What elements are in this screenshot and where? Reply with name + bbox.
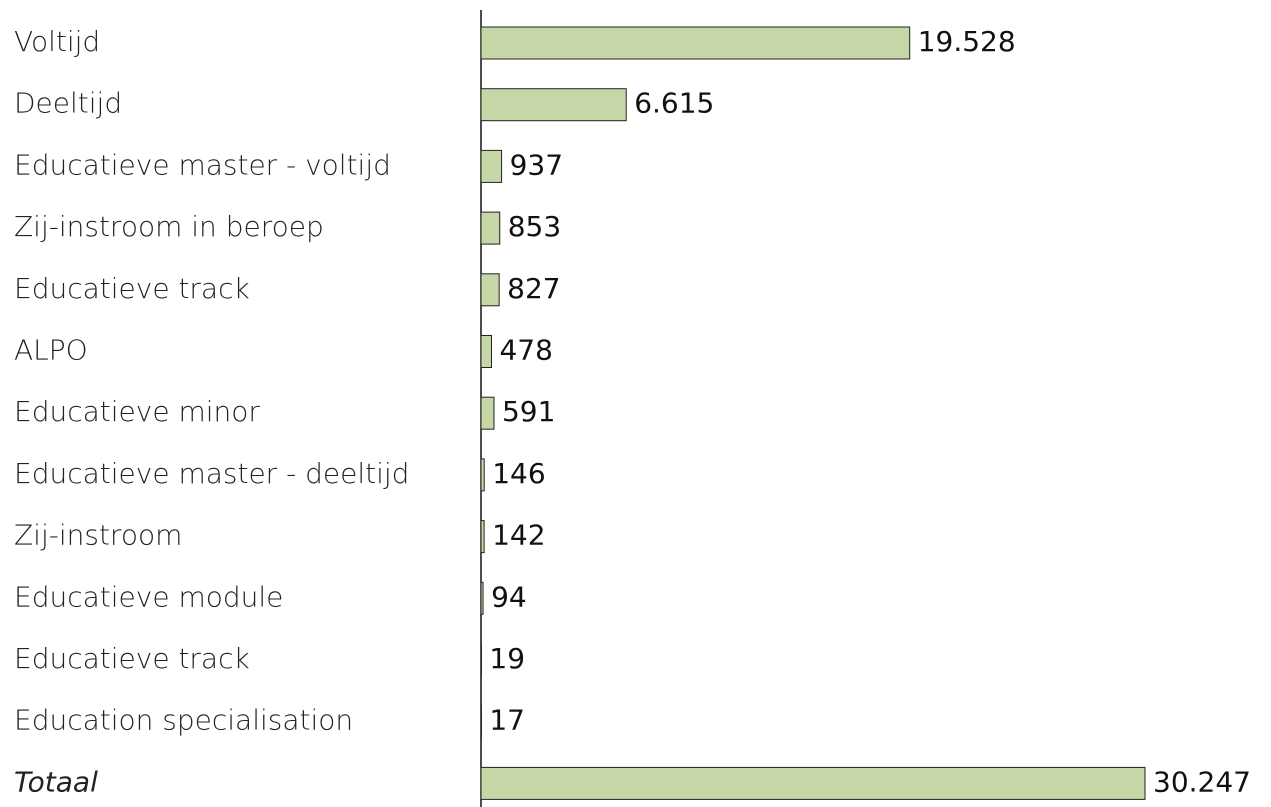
- value-label: 94: [491, 580, 527, 613]
- value-label: 827: [507, 272, 560, 305]
- value-label: 853: [508, 210, 561, 243]
- category-label: Education specialisation: [14, 704, 353, 737]
- category-label: Totaal: [14, 765, 98, 798]
- bar: [480, 26, 911, 60]
- category-label: Zij-instroom in beroep: [14, 210, 324, 243]
- category-label: Educatieve track: [14, 272, 250, 305]
- bar: [480, 273, 500, 307]
- value-label: 30.247: [1153, 765, 1251, 798]
- bar: [480, 766, 1146, 800]
- bar: [480, 149, 503, 183]
- category-label: Zij-instroom: [14, 519, 182, 552]
- bar: [480, 335, 492, 368]
- value-label: 937: [510, 148, 563, 181]
- category-label: Educatieve master - voltijd: [14, 148, 391, 181]
- value-label: 19: [489, 642, 525, 675]
- category-label: Voltijd: [14, 25, 100, 58]
- value-label: 591: [502, 395, 555, 428]
- value-label: 478: [499, 334, 552, 367]
- bar: [480, 88, 627, 122]
- value-label: 146: [492, 457, 545, 490]
- category-label: Educatieve track: [14, 642, 250, 675]
- category-label: Educatieve module: [14, 580, 283, 613]
- bar: [480, 581, 484, 615]
- category-label: Educatieve master - deeltijd: [14, 457, 409, 490]
- bar: [480, 458, 485, 492]
- value-label: 19.528: [918, 25, 1016, 58]
- category-label: Deeltijd: [14, 87, 122, 120]
- bar: [480, 211, 501, 245]
- category-label: ALPO: [14, 334, 88, 367]
- category-label: Educatieve minor: [14, 395, 260, 428]
- value-label: 17: [489, 704, 525, 737]
- bar: [480, 520, 485, 554]
- bar: [480, 396, 495, 430]
- value-label: 6.615: [634, 87, 714, 120]
- value-label: 142: [492, 519, 545, 552]
